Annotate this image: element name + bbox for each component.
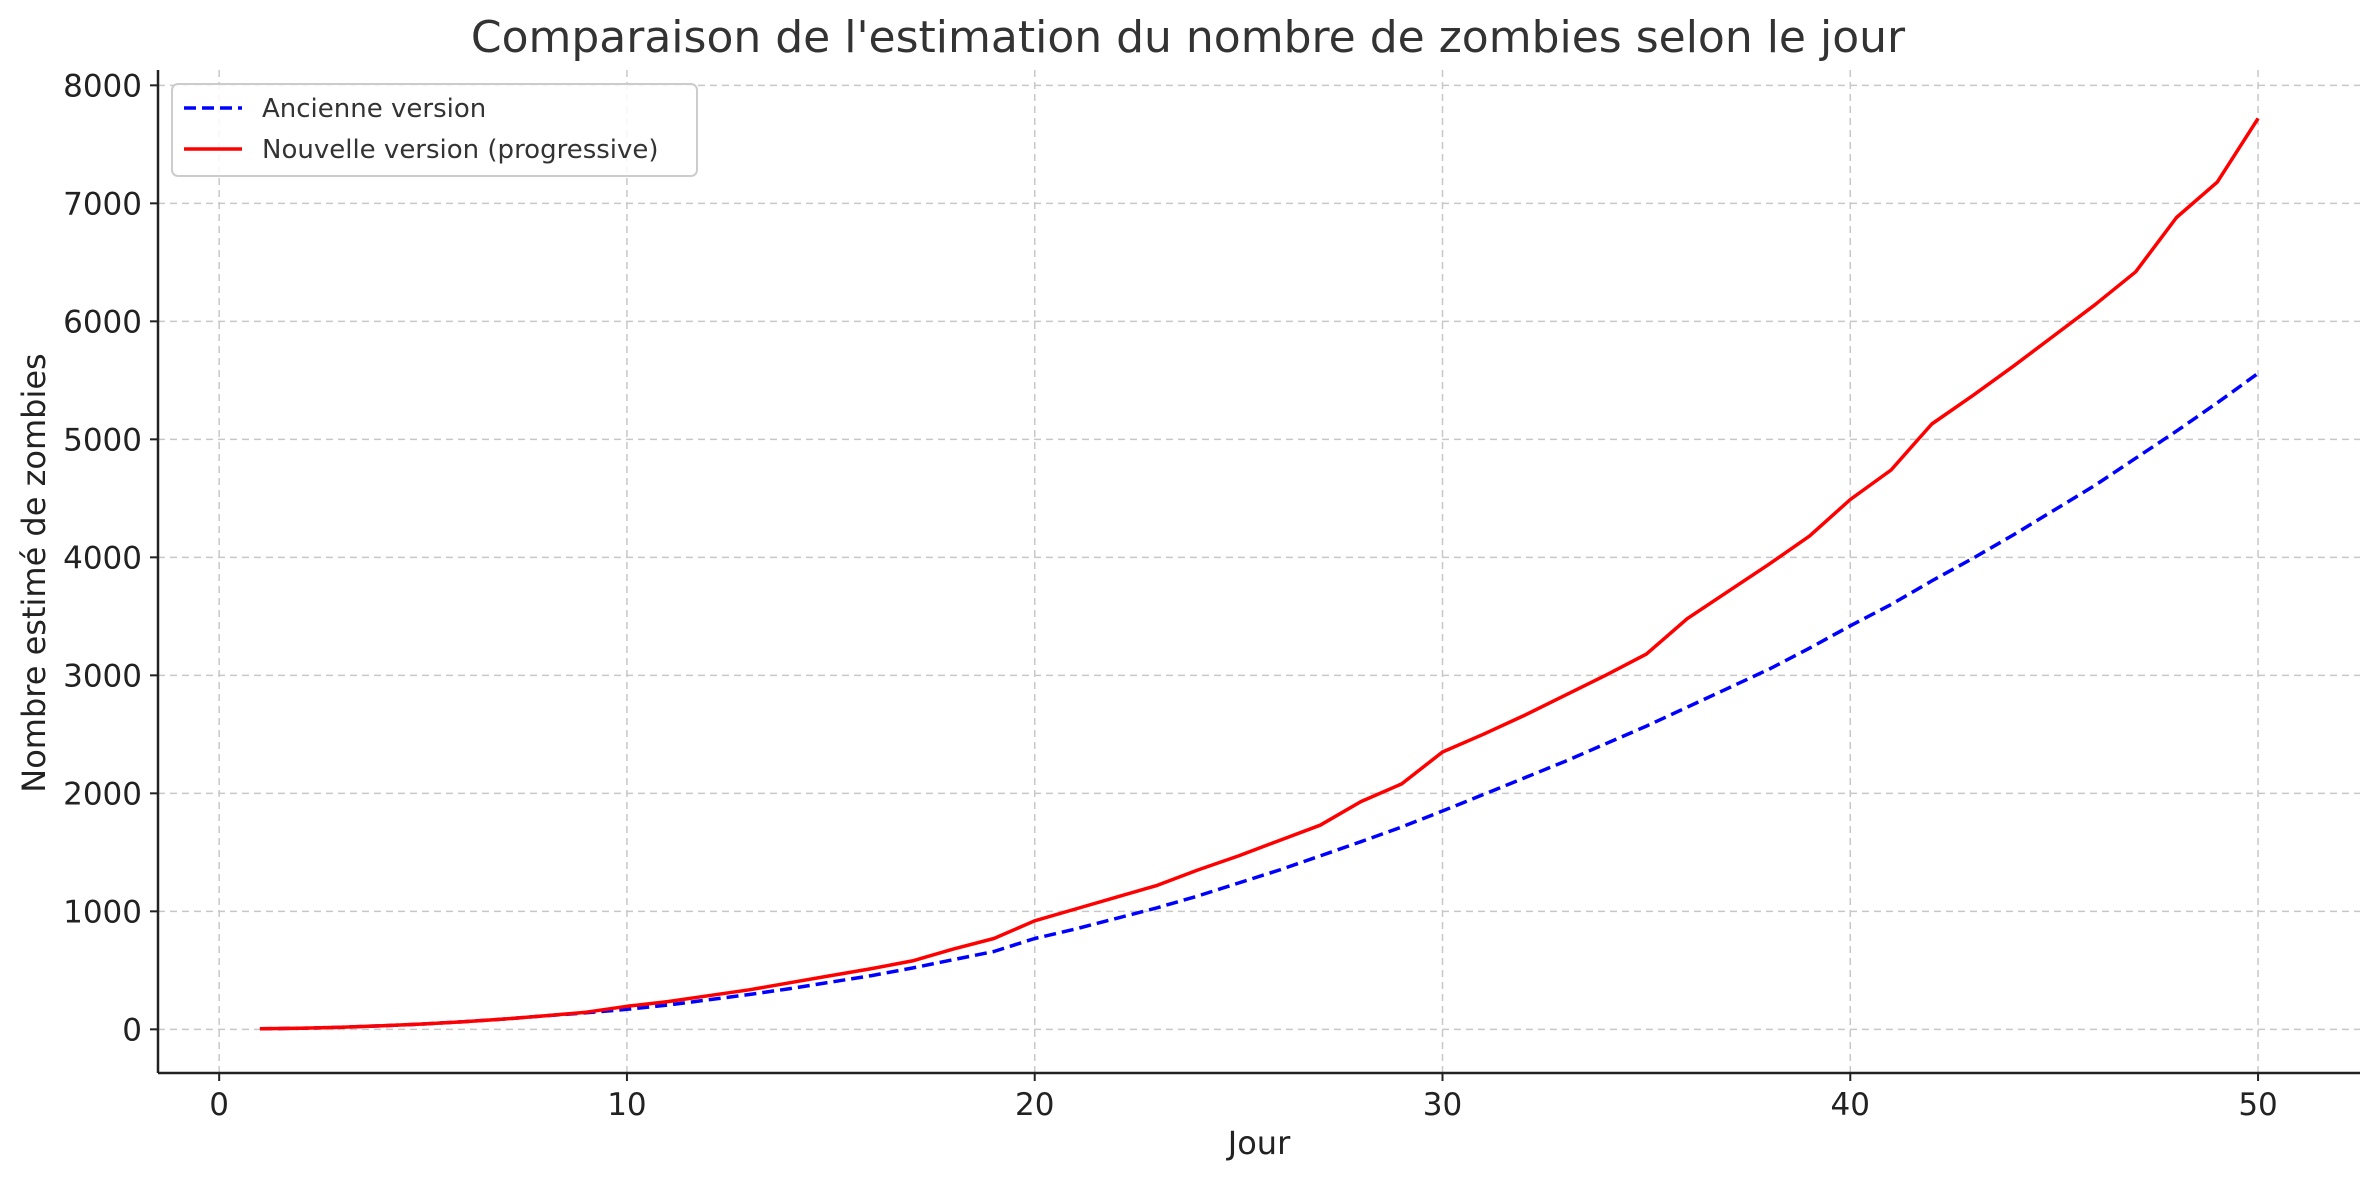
y-tick-label: 3000 <box>63 658 142 694</box>
y-tick-label: 2000 <box>63 776 142 812</box>
x-tick-label: 0 <box>209 1087 229 1123</box>
series-line-ancienne <box>259 371 2260 1031</box>
x-tick-label: 40 <box>1831 1087 1870 1123</box>
grid <box>158 70 2360 1073</box>
tick-marks: 0 10 20 30 40 50 0 1000 2000 3000 4000 5000 6000 7000… <box>63 68 2278 1123</box>
chart-title: Comparaison de l'estimation du nombre de… <box>471 12 1906 63</box>
axes <box>156 70 2360 1075</box>
x-tick-label: 10 <box>607 1087 646 1123</box>
y-tick-label: 1000 <box>63 894 142 930</box>
legend: Ancienne version Nouvelle version (progr… <box>171 83 698 177</box>
y-tick-label: 0 <box>122 1012 142 1048</box>
legend-label-ancienne: Ancienne version <box>262 94 486 124</box>
y-tick-label: 5000 <box>63 422 142 458</box>
y-tick-label: 4000 <box>63 540 142 576</box>
legend-box <box>171 83 698 177</box>
legend-label-nouvelle: Nouvelle version (progressive) <box>262 135 659 165</box>
x-tick-label: 20 <box>1015 1087 1054 1123</box>
x-axis-label: Jour <box>1226 1124 1291 1162</box>
y-tick-label: 7000 <box>63 186 142 222</box>
y-axis-label: Nombre estimé de zombies <box>15 353 53 792</box>
x-tick-label: 50 <box>2238 1087 2277 1123</box>
x-tick-label: 30 <box>1423 1087 1462 1123</box>
series-layer <box>259 117 2260 1031</box>
series-line-nouvelle <box>259 117 2260 1031</box>
y-tick-label: 8000 <box>63 68 142 104</box>
y-tick-label: 6000 <box>63 304 142 340</box>
